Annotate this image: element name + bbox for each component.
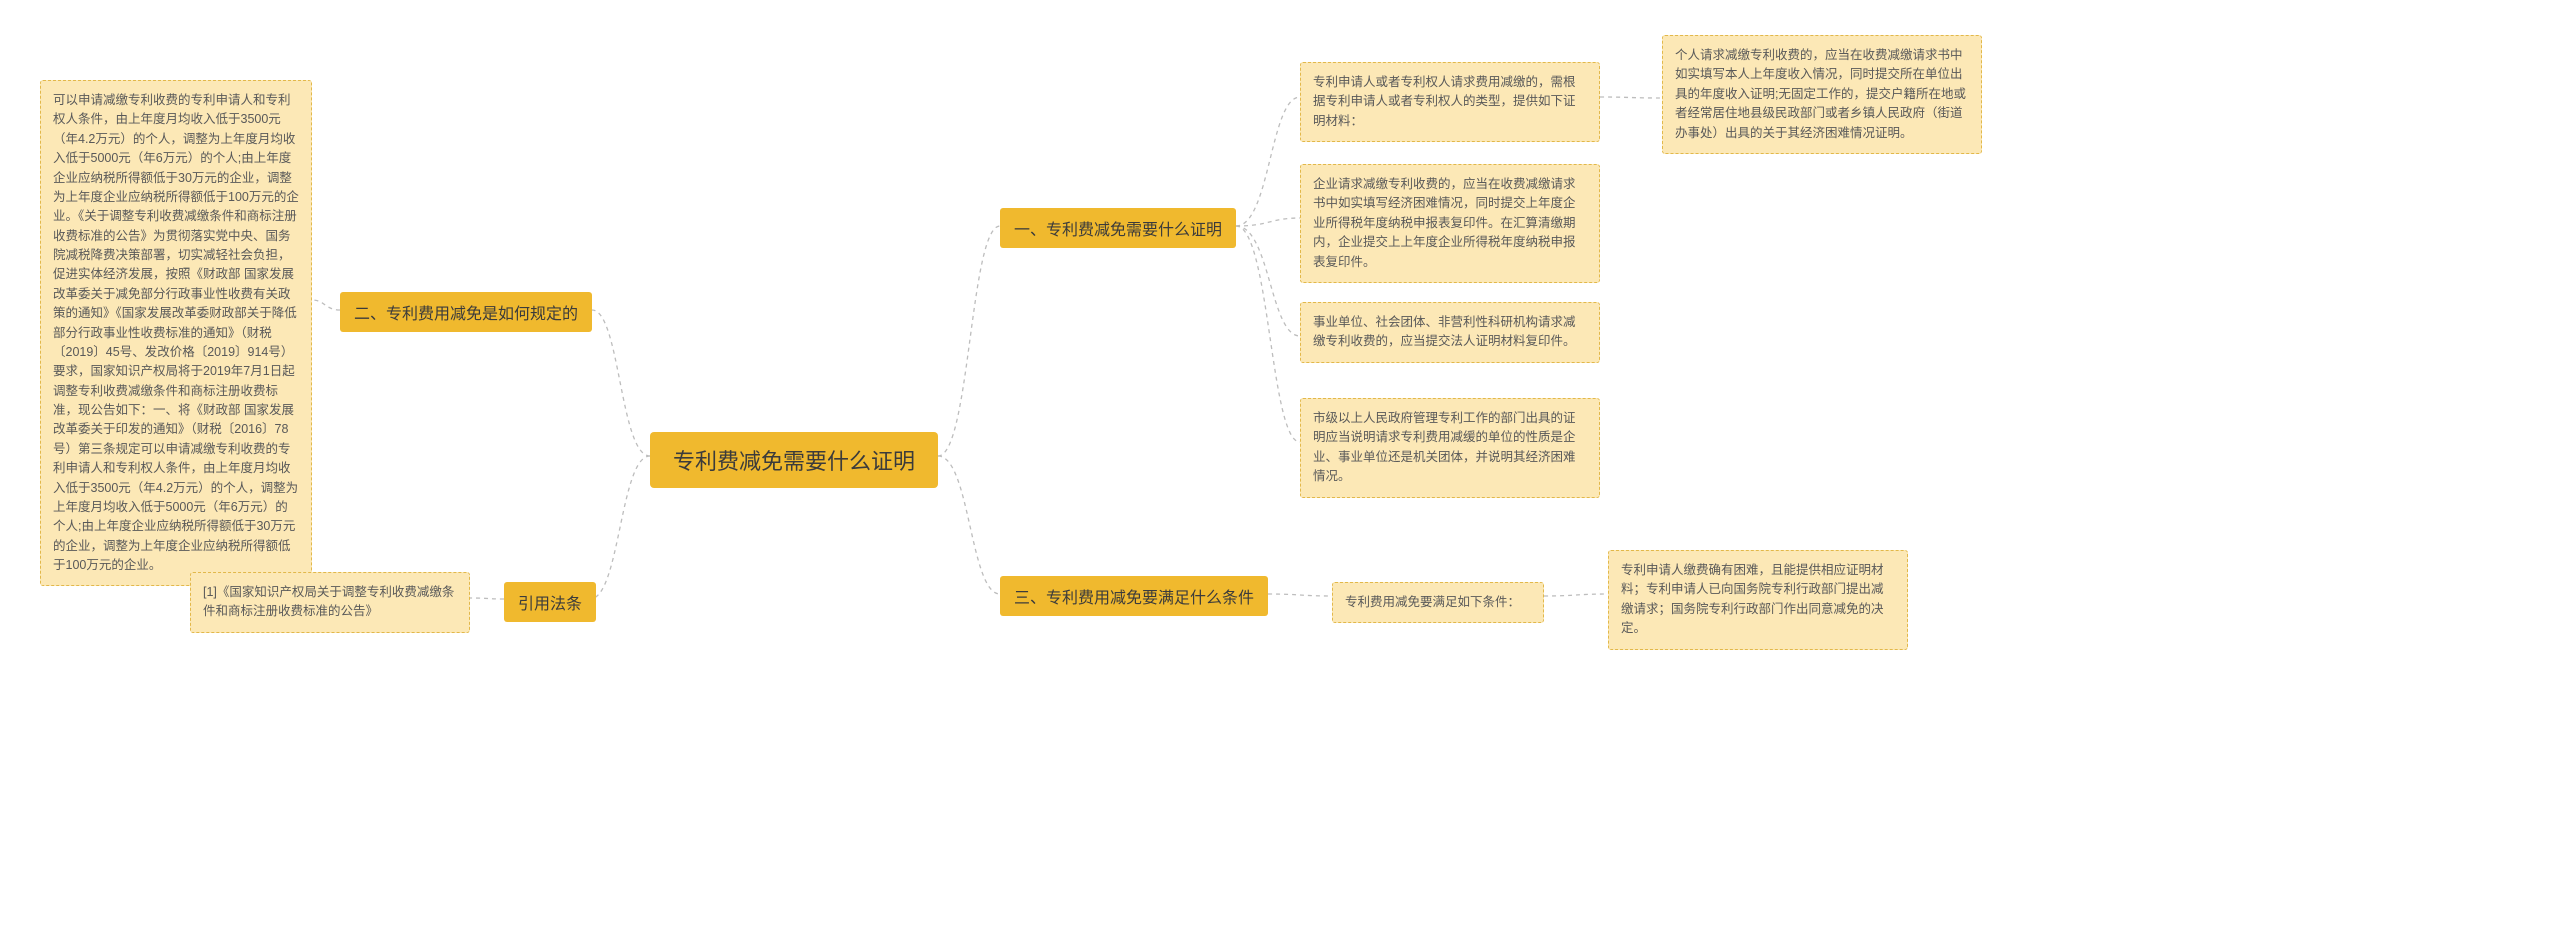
branch-right-3[interactable]: 三、专利费用减免要满足什么条件: [1000, 576, 1268, 616]
leaf-r1c1a: 个人请求减缴专利收费的，应当在收费减缴请求书中如实填写本人上年度收入情况，同时提…: [1662, 35, 1982, 154]
leaf-r1c3: 事业单位、社会团体、非营利性科研机构请求减缴专利收费的，应当提交法人证明材料复印…: [1300, 302, 1600, 363]
leaf-l2c1: 可以申请减缴专利收费的专利申请人和专利权人条件，由上年度月均收入低于3500元（…: [40, 80, 312, 586]
leaf-r3c1a: 专利申请人缴费确有困难，且能提供相应证明材料；专利申请人已向国务院专利行政部门提…: [1608, 550, 1908, 650]
leaf-r1c4: 市级以上人民政府管理专利工作的部门出具的证明应当说明请求专利费用减缓的单位的性质…: [1300, 398, 1600, 498]
leaf-r3c1: 专利费用减免要满足如下条件：: [1332, 582, 1544, 623]
branch-right-1[interactable]: 一、专利费减免需要什么证明: [1000, 208, 1236, 248]
leaf-lrefc1: [1]《国家知识产权局关于调整专利收费减缴条件和商标注册收费标准的公告》: [190, 572, 470, 633]
leaf-r1c1: 专利申请人或者专利权人请求费用减缴的，需根据专利申请人或者专利权人的类型，提供如…: [1300, 62, 1600, 142]
leaf-r1c2: 企业请求减缴专利收费的，应当在收费减缴请求书中如实填写经济困难情况，同时提交上年…: [1300, 164, 1600, 283]
branch-left-ref[interactable]: 引用法条: [504, 582, 596, 622]
branch-left-2[interactable]: 二、专利费用减免是如何规定的: [340, 292, 592, 332]
center-topic[interactable]: 专利费减免需要什么证明: [650, 432, 938, 488]
connector-layer: [0, 0, 2560, 931]
